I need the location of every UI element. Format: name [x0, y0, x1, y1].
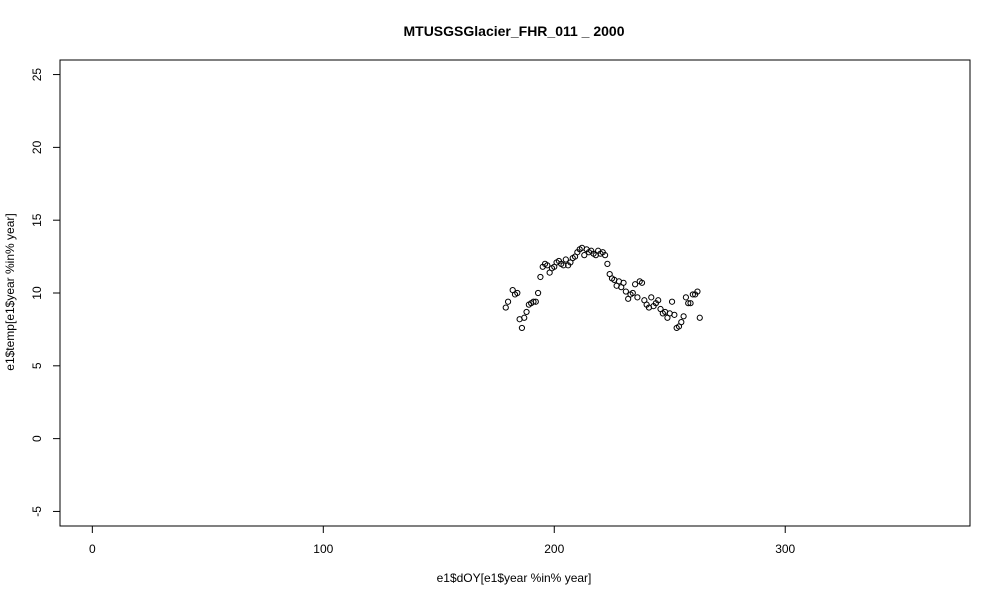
y-tick-label: 25 [30, 68, 44, 82]
y-tick-label: 0 [30, 435, 44, 442]
x-tick-label: 0 [89, 542, 96, 556]
data-point [689, 291, 696, 298]
data-point [634, 294, 641, 301]
data-point [671, 311, 678, 318]
x-axis-label: e1$dOY[e1$year %in% year] [437, 571, 592, 585]
data-point [504, 298, 512, 305]
data-point [629, 289, 636, 297]
x-tick-label: 200 [544, 542, 564, 556]
data-point [694, 288, 701, 295]
data-point [521, 314, 528, 321]
data-point [601, 252, 609, 259]
data-point [544, 262, 551, 269]
data-point [668, 298, 676, 305]
chart-title: MTUSGSGlacier_FHR_011 _ 2000 [403, 23, 624, 39]
data-point [560, 262, 567, 269]
data-point [562, 256, 569, 263]
data-point [687, 300, 694, 307]
y-tick-label: -5 [30, 506, 44, 517]
data-point [518, 324, 526, 332]
data-point [502, 304, 509, 311]
y-tick-label: 20 [30, 140, 44, 154]
data-point [638, 279, 646, 286]
data-point [685, 300, 692, 307]
data-point [622, 288, 629, 295]
data-point [537, 273, 544, 281]
data-point [604, 260, 611, 267]
data-point [680, 313, 687, 320]
x-tick-label: 100 [313, 542, 333, 556]
data-point [532, 298, 539, 305]
data-points [502, 244, 703, 332]
data-point [632, 281, 639, 288]
x-tick-label: 300 [775, 542, 795, 556]
data-point [620, 279, 627, 286]
data-point [514, 289, 521, 297]
y-axis-label: e1$temp[e1$year %in% year] [3, 213, 17, 370]
y-tick-label: 10 [30, 286, 44, 300]
data-point [534, 289, 542, 297]
y-axis: -5 0 5 10 15 20 25 [30, 68, 61, 517]
data-point [655, 297, 662, 304]
data-point [523, 308, 530, 316]
data-point [530, 298, 537, 305]
y-tick-label: 5 [30, 362, 44, 369]
data-point [581, 252, 588, 259]
x-axis: 0 100 200 300 [89, 525, 796, 556]
y-tick-label: 15 [30, 213, 44, 227]
data-point [696, 314, 703, 321]
data-point [682, 294, 690, 301]
data-point [648, 294, 655, 301]
data-point [678, 319, 685, 326]
